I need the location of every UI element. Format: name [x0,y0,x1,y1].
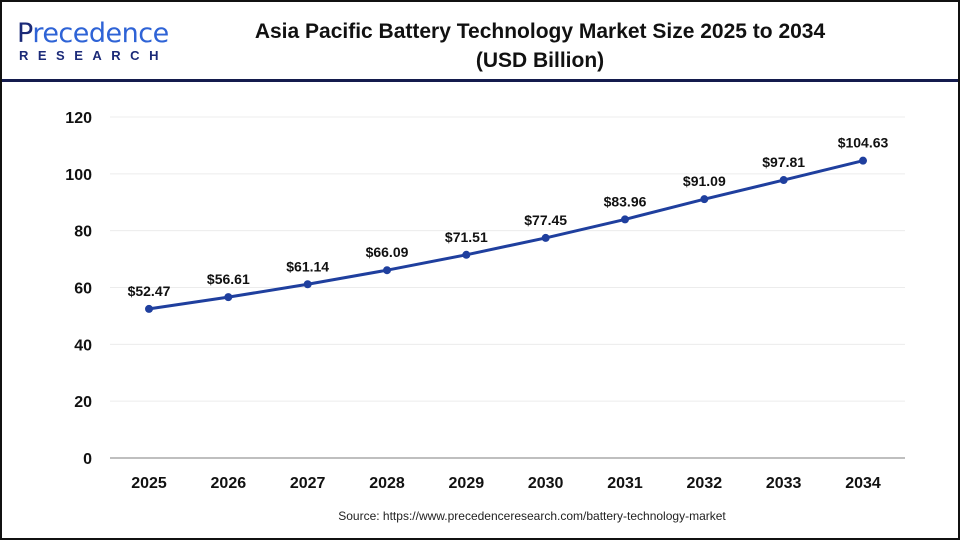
data-label: $66.09 [366,244,409,260]
data-label: $52.47 [128,283,171,299]
y-tick-label: 60 [74,281,92,298]
data-label: $77.45 [524,212,567,228]
title-line-1: Asia Pacific Battery Technology Market S… [254,20,826,43]
logo-main-text: Precedence [17,18,169,49]
y-tick-label: 0 [83,451,92,468]
y-tick-label: 20 [74,394,92,411]
x-tick-label: 2025 [131,475,167,492]
source-note: Source: https://www.precedenceresearch.c… [338,509,726,523]
x-tick-label: 2032 [687,475,723,492]
header-divider [2,79,958,82]
x-tick-label: 2033 [766,475,802,492]
data-point [303,280,312,289]
logo: Precedence RESEARCH [17,20,169,63]
x-tick-label: 2030 [528,475,564,492]
data-label: $71.51 [445,229,488,245]
y-tick-label: 100 [65,167,92,184]
series-line [148,159,864,311]
x-tick-label: 2028 [369,475,405,492]
y-tick-label: 120 [65,110,92,127]
y-tick-label: 40 [74,337,92,354]
data-label: $91.09 [683,173,726,189]
data-point [700,195,709,204]
data-label: $97.81 [762,154,805,170]
data-label: $83.96 [604,193,647,209]
data-point [779,176,788,185]
data-point [383,266,391,275]
x-tick-label: 2031 [607,475,643,492]
data-point [224,293,233,302]
title-line-2: (USD Billion) [475,49,605,72]
data-point [541,233,550,242]
x-tick-label: 2026 [211,475,247,492]
data-point [145,304,153,313]
x-tick-label: 2029 [449,475,485,492]
x-tick-label: 2034 [845,475,881,492]
data-point [462,250,471,259]
data-point [621,215,629,224]
logo-sub-text: RESEARCH [19,48,168,63]
x-tick-label: 2027 [290,475,326,492]
data-label: $61.14 [286,258,329,274]
chart-title: Asia Pacific Battery Technology Market S… [200,17,880,75]
data-label: $56.61 [207,271,250,287]
y-tick-label: 80 [74,224,92,241]
data-label: $104.63 [838,135,889,151]
data-point [859,156,867,165]
